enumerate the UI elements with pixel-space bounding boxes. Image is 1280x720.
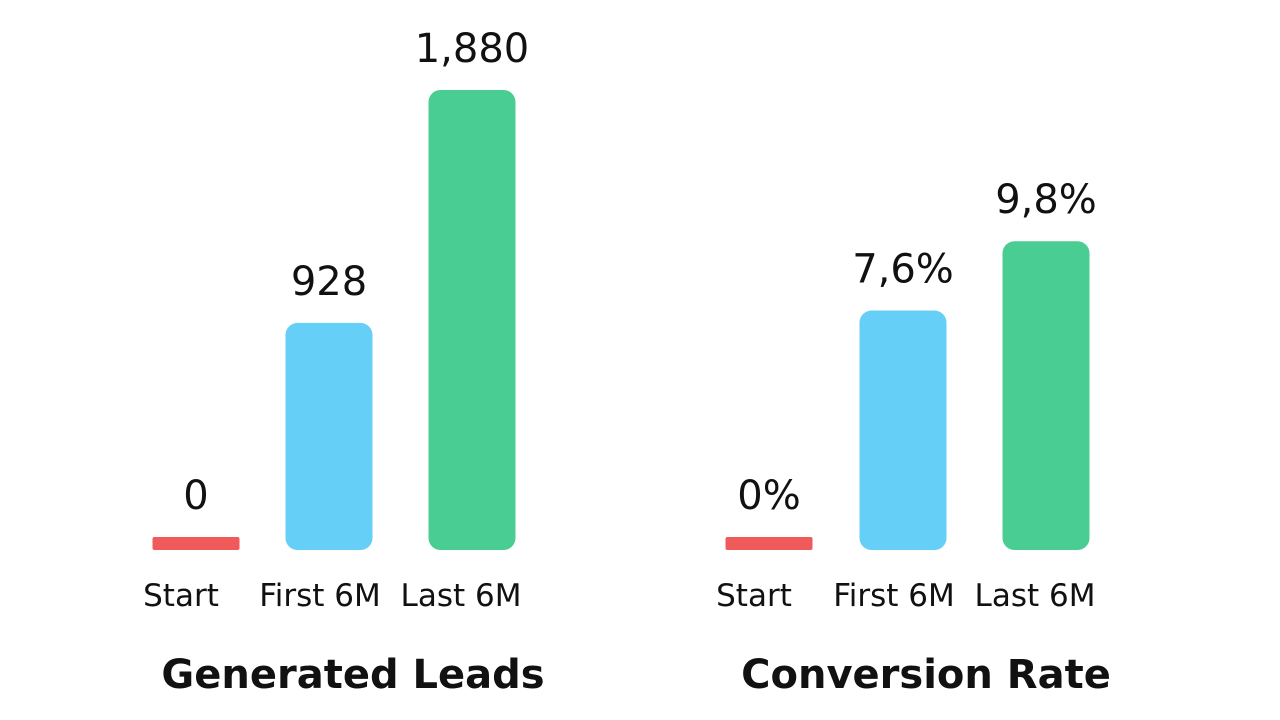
chart-title-leads: Generated Leads: [161, 652, 544, 698]
chart-title-conversion: Conversion Rate: [741, 652, 1111, 698]
bar-conversion-start: [725, 537, 813, 550]
value-label-conversion-1: 7,6%: [852, 247, 954, 293]
category-label-leads-0: Start: [143, 578, 219, 614]
value-label-leads-2: 1,880: [415, 26, 530, 72]
category-label-leads-1: First 6M: [259, 578, 381, 614]
value-label-conversion-0: 0%: [737, 473, 800, 519]
value-label-leads-1: 928: [291, 259, 367, 305]
value-label-leads-0: 0: [183, 473, 208, 519]
category-label-conversion-2: Last 6M: [975, 578, 1096, 614]
bar-conversion-last-6m: [1002, 241, 1090, 550]
bar-leads-last-6m: [428, 90, 516, 550]
category-label-leads-2: Last 6M: [401, 578, 522, 614]
chart-conversion: 0% Start 7,6% First 6M 9,8% Last 6M Conversion…: [716, 177, 1111, 698]
value-label-conversion-2: 9,8%: [995, 177, 1097, 223]
chart-leads: 0 Start 928 First 6M 1,880 Last 6M Generated L…: [143, 26, 544, 698]
bar-leads-first-6m: [285, 322, 373, 550]
category-label-conversion-1: First 6M: [833, 578, 955, 614]
bar-conversion-first-6m: [859, 310, 947, 550]
bar-leads-start: [152, 537, 240, 550]
category-label-conversion-0: Start: [716, 578, 792, 614]
